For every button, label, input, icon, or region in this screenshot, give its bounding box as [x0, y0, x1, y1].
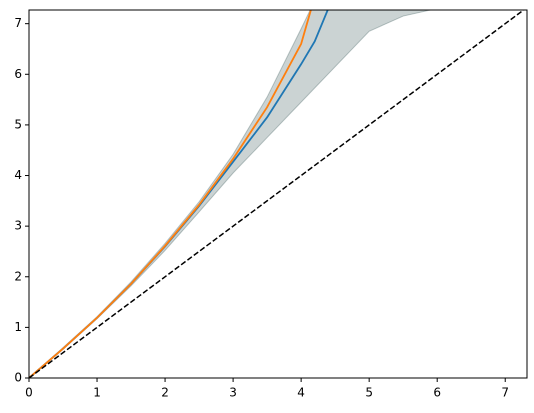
x-tick-label: 0	[25, 386, 33, 400]
axes-frame	[28, 9, 528, 379]
y-tick-label: 7	[14, 16, 22, 30]
y-tick-label: 0	[14, 371, 22, 385]
series-line	[29, 10, 312, 378]
y-tick-label: 6	[14, 67, 22, 81]
y-tick-label: 5	[14, 117, 22, 131]
y-tick-label: 1	[14, 320, 22, 334]
x-tick-label: 1	[93, 386, 101, 400]
x-tick-label: 3	[229, 386, 237, 400]
x-tick-label: 6	[433, 386, 441, 400]
reference-line	[29, 10, 525, 378]
y-tick-label: 3	[14, 219, 22, 233]
x-tick-label: 5	[365, 386, 373, 400]
plot-area	[29, 10, 525, 378]
y-tick-label: 2	[14, 269, 22, 283]
x-tick-label: 4	[297, 386, 305, 400]
x-tick-label: 7	[501, 386, 509, 400]
x-tick-label: 2	[161, 386, 169, 400]
confidence-band	[29, 10, 433, 378]
y-tick-label: 4	[14, 168, 22, 182]
